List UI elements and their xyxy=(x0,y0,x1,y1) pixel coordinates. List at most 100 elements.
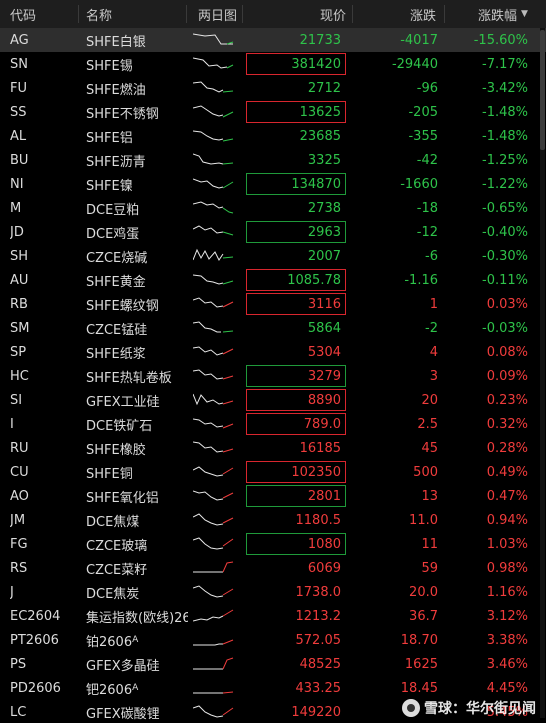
watermark: 雪球：华尔街见闻 xyxy=(402,696,536,720)
row-change: 4 xyxy=(429,344,438,360)
row-name: SHFE燃油 xyxy=(86,76,188,100)
sparkline-day1 xyxy=(193,297,224,308)
header-price[interactable]: 现价 xyxy=(320,8,347,24)
sparkline-day2 xyxy=(222,639,234,645)
row-price: 1738.0 xyxy=(295,584,342,600)
row-change: -2 xyxy=(425,320,438,336)
row-price: 134870 xyxy=(291,176,341,192)
table-row[interactable]: LC GFEX碳酸锂 149220 5.45% xyxy=(0,700,546,723)
sparkline-chart xyxy=(193,225,234,236)
row-change-pct: 1.03% xyxy=(486,536,528,552)
sparkline-chart xyxy=(193,561,234,573)
sparkline-day2 xyxy=(222,517,234,524)
row-price: 3116 xyxy=(307,296,341,312)
row-price: 5304 xyxy=(307,344,341,360)
sparkline-day2 xyxy=(222,400,234,405)
row-price: 149220 xyxy=(291,704,341,720)
header-chart[interactable]: 两日图 xyxy=(198,8,238,24)
sparkline-chart xyxy=(193,178,234,189)
row-change: 18.70 xyxy=(400,632,438,648)
row-price: 572.05 xyxy=(295,632,342,648)
row-price: 102350 xyxy=(291,464,341,480)
row-change-pct: 3.46% xyxy=(486,656,528,672)
scrollbar-track[interactable] xyxy=(540,28,545,718)
two-day-sparkline xyxy=(192,220,236,244)
table-row[interactable]: M DCE豆粕 2738 -18 -0.65% xyxy=(0,196,546,220)
two-day-sparkline xyxy=(192,532,236,556)
sparkline-day1 xyxy=(193,153,224,165)
sparkline-day1 xyxy=(193,321,221,333)
price-flash-box xyxy=(246,101,346,123)
two-day-sparkline xyxy=(192,412,236,436)
sparkline-chart xyxy=(193,57,234,69)
row-code: RS xyxy=(10,560,28,576)
row-name-text: SHFE不锈钢 xyxy=(86,106,159,122)
table-row[interactable]: AL SHFE铝 23685 -355 -1.48% xyxy=(0,124,546,148)
table-row[interactable]: SM CZCE锰硅 5864 -2 -0.03% xyxy=(0,316,546,340)
table-row[interactable]: SH CZCE烧碱 2007 -6 -0.30% xyxy=(0,244,546,268)
sparkline-day2 xyxy=(222,231,234,236)
table-row[interactable]: EC2604 集运指数(欧线)26 1213.2 36.7 3.12% xyxy=(0,604,546,628)
table-row[interactable]: NI SHFE镍 134870 -1660 -1.22% xyxy=(0,172,546,196)
two-day-sparkline xyxy=(192,652,236,676)
scrollbar-thumb[interactable] xyxy=(540,30,545,150)
sparkline-day2 xyxy=(222,448,234,453)
table-row[interactable]: AG SHFE白银 21733 -4017 -15.60% xyxy=(0,28,546,52)
sparkline-chart xyxy=(193,248,234,261)
table-row[interactable]: SS SHFE不锈钢 13625 -205 -1.48% xyxy=(0,100,546,124)
row-name-text: SHFE氧化铝 xyxy=(86,490,159,506)
table-row[interactable]: I DCE铁矿石 789.0 2.5 0.32% xyxy=(0,412,546,436)
row-code: SS xyxy=(10,104,27,120)
table-row[interactable]: RU SHFE橡胶 16185 45 0.28% xyxy=(0,436,546,460)
table-row[interactable]: AO SHFE氧化铝 2801 13 0.47% xyxy=(0,484,546,508)
table-row[interactable]: PT2606 铂2606 A 572.05 18.70 3.38% xyxy=(0,628,546,652)
row-price: 3279 xyxy=(307,368,341,384)
sparkline-day2 xyxy=(222,492,234,499)
table-row[interactable]: SI GFEX工业硅 8890 20 0.23% xyxy=(0,388,546,412)
table-row[interactable]: JD DCE鸡蛋 2963 -12 -0.40% xyxy=(0,220,546,244)
table-row[interactable]: JM DCE焦煤 1180.5 11.0 0.94% xyxy=(0,508,546,532)
table-row[interactable]: HC SHFE热轧卷板 3279 3 0.09% xyxy=(0,364,546,388)
row-name-text: DCE豆粕 xyxy=(86,202,140,218)
header-change[interactable]: 涨跌 xyxy=(410,8,437,24)
header-code[interactable]: 代码 xyxy=(10,8,37,24)
sparkline-chart xyxy=(193,418,234,429)
sparkline-chart xyxy=(193,321,234,333)
two-day-sparkline xyxy=(192,196,236,220)
table-row[interactable]: PS GFEX多晶硅 48525 1625 3.46% xyxy=(0,652,546,676)
header-pct[interactable]: 涨跌幅 xyxy=(478,8,518,24)
row-code: JD xyxy=(10,224,24,240)
row-name: GFEX碳酸锂 xyxy=(86,700,188,723)
row-name-text: CZCE菜籽 xyxy=(86,562,148,578)
sort-desc-icon[interactable]: ▼ xyxy=(521,9,528,19)
row-change-pct: 3.38% xyxy=(486,632,528,648)
table-row[interactable]: PD2606 钯2606 A 433.25 18.45 4.45% xyxy=(0,676,546,700)
row-code: RB xyxy=(10,296,28,312)
table-row[interactable]: J DCE焦炭 1738.0 20.0 1.16% xyxy=(0,580,546,604)
row-name-text: SHFE铝 xyxy=(86,130,133,146)
table-row[interactable]: FU SHFE燃油 2712 -96 -3.42% xyxy=(0,76,546,100)
table-row[interactable]: BU SHFE沥青 3325 -42 -1.25% xyxy=(0,148,546,172)
two-day-sparkline xyxy=(192,244,236,268)
header-divider xyxy=(186,5,187,23)
sparkline-day1 xyxy=(193,643,223,646)
table-row[interactable]: SN SHFE锡 381420 -29440 -7.17% xyxy=(0,52,546,76)
row-code: SM xyxy=(10,320,30,336)
two-day-sparkline xyxy=(192,100,236,124)
row-name: DCE焦煤 xyxy=(86,508,188,532)
row-change: 20.0 xyxy=(409,584,438,600)
table-row[interactable]: CU SHFE铜 102350 500 0.49% xyxy=(0,460,546,484)
row-change: 11 xyxy=(421,536,438,552)
table-row[interactable]: RB SHFE螺纹钢 3116 1 0.03% xyxy=(0,292,546,316)
header-name[interactable]: 名称 xyxy=(86,8,113,24)
row-price: 2963 xyxy=(307,224,341,240)
table-row[interactable]: FG CZCE玻璃 1080 11 1.03% xyxy=(0,532,546,556)
row-name-text: SHFE橡胶 xyxy=(86,442,146,458)
table-row[interactable]: SP SHFE纸浆 5304 4 0.08% xyxy=(0,340,546,364)
sparkline-chart xyxy=(193,691,234,694)
row-change-pct: 0.98% xyxy=(486,560,528,576)
sparkline-chart xyxy=(193,393,234,406)
sparkline-day2 xyxy=(222,207,234,214)
table-row[interactable]: RS CZCE菜籽 6069 59 0.98% xyxy=(0,556,546,580)
table-row[interactable]: AU SHFE黄金 1085.78 -1.16 -0.11% xyxy=(0,268,546,292)
